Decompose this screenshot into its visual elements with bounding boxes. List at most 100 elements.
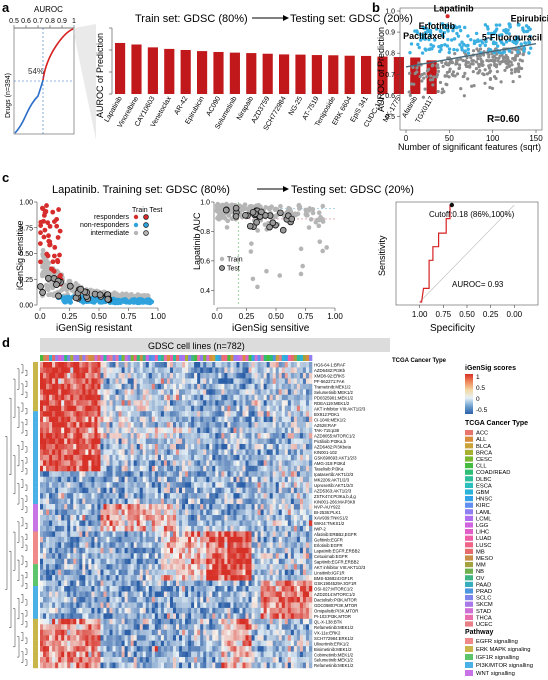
heatmap-cell	[299, 362, 304, 368]
c2-point-train	[277, 273, 283, 278]
dendrogram-branch	[13, 455, 16, 495]
heatmap-cell	[103, 498, 107, 505]
heatmap-cell	[157, 493, 162, 499]
heatmap-cell	[251, 438, 255, 445]
heatmap-cell	[166, 400, 171, 406]
heatmap-cell	[133, 372, 138, 379]
heatmap-cell	[284, 438, 289, 445]
heatmap-pathway-cell	[33, 372, 38, 379]
heatmap-cell	[163, 433, 168, 439]
heatmap-cell	[212, 400, 216, 406]
heatmap-cell	[233, 531, 237, 538]
heatmap-cell	[233, 449, 237, 456]
heatmap-cell	[176, 378, 180, 385]
heatmap-cell	[151, 465, 156, 472]
heatmap-cell	[115, 471, 119, 477]
heatmap-cell	[49, 449, 53, 456]
heatmap-cell	[166, 525, 171, 532]
heatmap-cell	[82, 493, 86, 499]
c3-auroc-label: AUROC= 0.93	[452, 280, 504, 289]
heatmap-cell	[49, 372, 53, 379]
heatmap-cell	[136, 553, 141, 559]
heatmap-cell	[176, 422, 180, 428]
heatmap-cell	[109, 389, 113, 395]
heatmap-cell	[245, 389, 249, 395]
heatmap-cell	[236, 504, 240, 510]
heatmap-cell	[160, 422, 165, 428]
heatmap-cell	[188, 416, 192, 423]
heatmap-cell	[172, 427, 177, 434]
heatmap-cell	[251, 531, 255, 538]
heatmap-cell	[200, 487, 204, 494]
heatmap-cell	[61, 482, 65, 488]
heatmap-cell	[145, 427, 150, 434]
heatmap-cell	[224, 443, 228, 450]
heatmap-cell	[302, 438, 307, 445]
heatmap-cell	[157, 362, 162, 368]
heatmap-cell	[109, 427, 113, 434]
heatmap-cell	[88, 427, 92, 434]
heatmap-cell	[230, 389, 234, 395]
heatmap-cell	[260, 367, 264, 374]
heatmap-cell	[245, 449, 249, 456]
heatmap-cell	[61, 547, 65, 554]
heatmap-cell	[67, 389, 71, 395]
heatmap-cell	[124, 454, 128, 461]
heatmap-cell	[64, 498, 68, 505]
heatmap-cell	[233, 454, 237, 461]
b-point-high	[433, 38, 437, 42]
heatmap-cell	[109, 476, 113, 483]
heatmap-cell	[212, 509, 216, 516]
heatmap-cell	[148, 476, 153, 483]
heatmap-cell	[115, 372, 119, 379]
heatmap-cell	[230, 460, 234, 467]
heatmap-cancer-cell	[176, 355, 180, 361]
heatmap-cell	[200, 433, 204, 439]
heatmap-cell	[287, 460, 292, 467]
heatmap-cell	[91, 411, 95, 417]
b-point-low	[481, 53, 486, 57]
heatmap-cell	[76, 394, 80, 401]
heatmap-cell	[100, 465, 104, 472]
heatmap-cell	[73, 520, 77, 527]
heatmap-cell	[163, 405, 168, 412]
heatmap-cell	[145, 498, 150, 505]
heatmap-cell	[239, 372, 243, 379]
heatmap-cell	[221, 525, 225, 532]
heatmap-cell	[194, 422, 198, 428]
b-point-low	[420, 72, 424, 77]
heatmap-cell	[257, 362, 261, 368]
heatmap-cell	[209, 476, 213, 483]
heatmap-cell	[200, 465, 204, 472]
b-point-high	[447, 47, 452, 51]
heatmap-cell	[82, 476, 86, 483]
heatmap-cell	[230, 422, 234, 428]
heatmap-cell	[94, 536, 98, 543]
heatmap-cell	[245, 525, 249, 532]
heatmap-cell	[76, 460, 80, 467]
heatmap-cell	[124, 542, 128, 548]
heatmap-cell	[166, 367, 171, 374]
heatmap-cell	[115, 460, 119, 467]
heatmap-cell	[172, 487, 177, 494]
heatmap-cell	[64, 531, 68, 538]
heatmap-cell	[302, 558, 307, 565]
heatmap-cell	[145, 449, 150, 456]
heatmap-cell	[52, 515, 56, 521]
heatmap-cell	[100, 427, 104, 434]
b-point-low	[435, 64, 439, 68]
c1-y-tick-label: 0.00	[19, 303, 33, 310]
heatmap-cell	[145, 383, 150, 390]
heatmap-cell	[139, 558, 144, 565]
heatmap-cell	[275, 411, 280, 417]
heatmap-cell	[188, 367, 192, 374]
heatmap-cell	[154, 564, 159, 570]
heatmap-cell	[169, 367, 174, 374]
heatmap-cell	[154, 493, 159, 499]
heatmap-cell	[287, 394, 292, 401]
heatmap-cell	[61, 372, 65, 379]
heatmap-cell	[290, 558, 295, 565]
heatmap-cell	[308, 416, 313, 423]
c2-point-train	[316, 210, 322, 216]
